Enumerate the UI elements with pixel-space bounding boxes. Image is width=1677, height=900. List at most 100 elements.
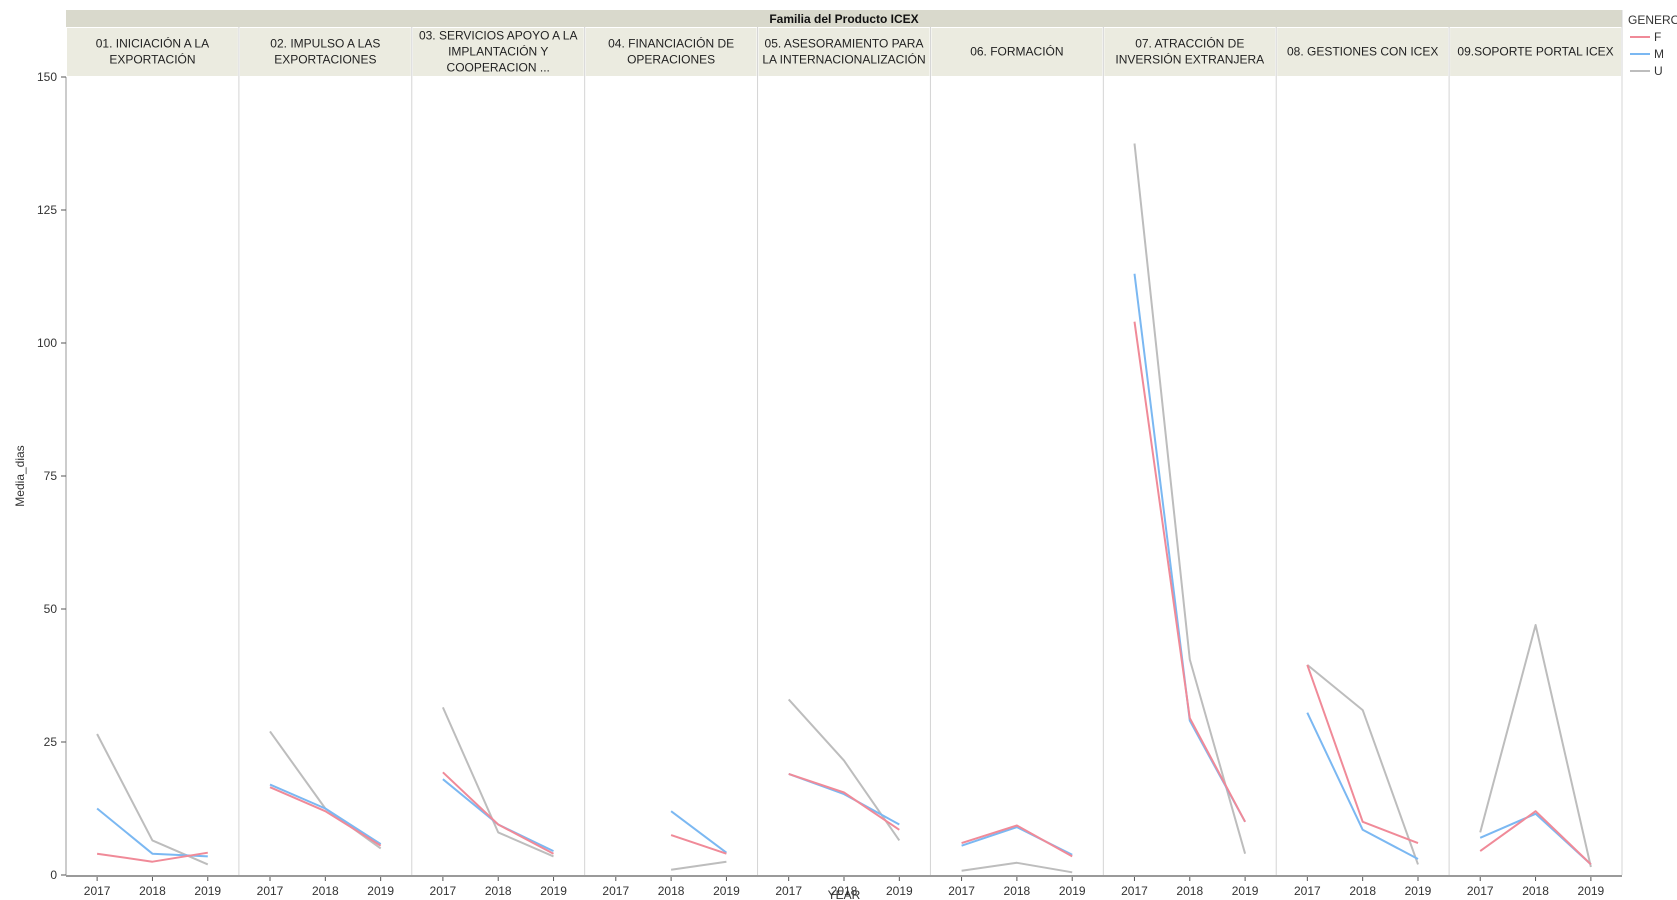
panel-header [585,28,757,76]
panel-title-line: 03. SERVICIOS APOYO A LA [419,29,578,43]
legend: GENERO FMU [1628,13,1677,78]
x-tick-label: 2019 [1578,884,1605,898]
x-tick-label: 2019 [1405,884,1432,898]
panel-header [1104,28,1276,76]
panel-title-line: EXPORTACIÓN [109,52,195,67]
panel-header [67,28,238,76]
panel-title-line: 07. ATRACCIÓN DE [1135,36,1244,51]
x-tick-label: 2019 [713,884,740,898]
panel-header [931,28,1103,76]
panel-title-line: 02. IMPULSO A LAS [270,37,380,51]
panel-title-line: IMPLANTACIÓN Y [448,44,548,59]
x-tick-label: 2019 [1232,884,1259,898]
y-tick-label: 75 [44,469,58,483]
panel-title-line: 05. ASESORAMIENTO PARA [765,37,924,51]
x-tick-label: 2018 [312,884,339,898]
series-line-F [1306,664,1419,845]
series-line-U [1479,624,1592,868]
axes-layer: Media_dias YEAR 0 25 50 75 100 125 150 [13,70,1622,900]
panel-title-line: 06. FORMACIÓN [970,44,1063,59]
y-tick-label: 0 [50,868,57,882]
x-tick-label: 2018 [139,884,166,898]
legend-title: GENERO [1628,13,1677,27]
y-tick-label: 100 [37,336,57,350]
series-line-F [96,851,208,863]
x-tick-label: 2019 [194,884,221,898]
x-tick-label: 2018 [1004,884,1031,898]
facet-super-title: Familia del Producto ICEX [769,12,918,26]
panel-title-line: COOPERACION ... [447,61,550,75]
series-line-M [269,783,382,845]
facet-super-header [66,10,1622,27]
x-tick-label: 2018 [658,884,685,898]
x-tick-label: 2019 [540,884,567,898]
plot-area [66,77,1622,875]
panel-title-line: LA INTERNACIONALIZACIÓN [762,52,925,67]
panel-title-line: 08. GESTIONES CON ICEX [1287,45,1438,59]
x-tick-label: 2017 [775,884,802,898]
facet-panel: 04. FINANCIACIÓN DE OPERACIONES 2017 2018 20… [584,27,757,898]
y-tick-label: 150 [37,70,57,84]
series-line-F [961,824,1073,858]
panel-title-line: INVERSIÓN EXTRANJERA [1115,52,1264,67]
x-tick-label: 2018 [1349,884,1376,898]
x-tick-label: 2017 [602,884,629,898]
x-tick-label: 2017 [257,884,284,898]
series-line-U [1306,664,1419,865]
facet-header-layer: Familia del Producto ICEX [66,10,1622,27]
series-line-M [670,810,728,854]
x-tick-label: 2018 [485,884,512,898]
panel-header [758,28,930,76]
background-layer [66,77,1622,875]
y-tick-label: 25 [44,735,58,749]
panel-header [1450,28,1621,76]
series-line-M [1306,712,1419,860]
x-tick-label: 2017 [948,884,975,898]
series-line-U [670,860,727,871]
series-line-F [269,786,382,847]
panel-title-line: OPERACIONES [627,53,715,67]
series-line-U [961,861,1073,874]
y-tick-label: 50 [44,602,58,616]
panel-title-line: EXPORTACIONES [274,53,376,67]
x-tick-label: 2018 [1522,884,1549,898]
x-tick-label: 2017 [84,884,111,898]
x-axis-title: YEAR [828,888,861,900]
series-line-F [788,772,900,831]
panel-title-line: 04. FINANCIACIÓN DE [608,36,734,51]
x-tick-label: 2017 [1121,884,1148,898]
facet-panel: 08. GESTIONES CON ICEX 2017 2018 2019 [1275,27,1449,898]
facet-panel: 02. IMPULSO A LAS EXPORTACIONES 2017 2018 20… [238,27,411,898]
x-tick-label: 2017 [1294,884,1321,898]
facet-panel: 09.SOPORTE PORTAL ICEX 2017 2018 2019 [1448,27,1621,898]
x-tick-label: 2019 [886,884,913,898]
legend-label-F: F [1654,30,1661,44]
x-tick-label: 2019 [367,884,394,898]
panel-header [412,28,584,76]
series-line-U [441,706,554,858]
legend-label-U: U [1654,64,1663,78]
x-tick-label: 2019 [1059,884,1086,898]
x-tick-label: 2018 [831,884,858,898]
x-tick-label: 2018 [1176,884,1203,898]
panel-header [1277,28,1449,76]
x-tick-label: 2017 [1467,884,1494,898]
panel-header [239,28,411,76]
y-axis-title: Media_dias [13,445,27,506]
series-line-F [1479,810,1592,866]
panel-title-line: 09.SOPORTE PORTAL ICEX [1457,45,1613,59]
panel-title-line: 01. INICIACIÓN A LA [96,36,209,51]
series-line-F [1133,321,1246,823]
series-line-F [670,834,727,855]
series-line-F [442,771,554,855]
facet-panel: 06. FORMACIÓN 2017 2018 2019 [929,27,1103,898]
x-tick-label: 2017 [430,884,457,898]
y-tick-label: 125 [37,203,57,217]
